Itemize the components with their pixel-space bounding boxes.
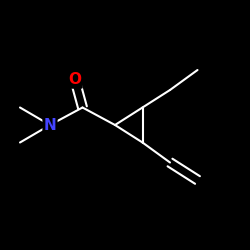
Text: N: N	[44, 118, 56, 132]
Text: O: O	[68, 72, 82, 88]
